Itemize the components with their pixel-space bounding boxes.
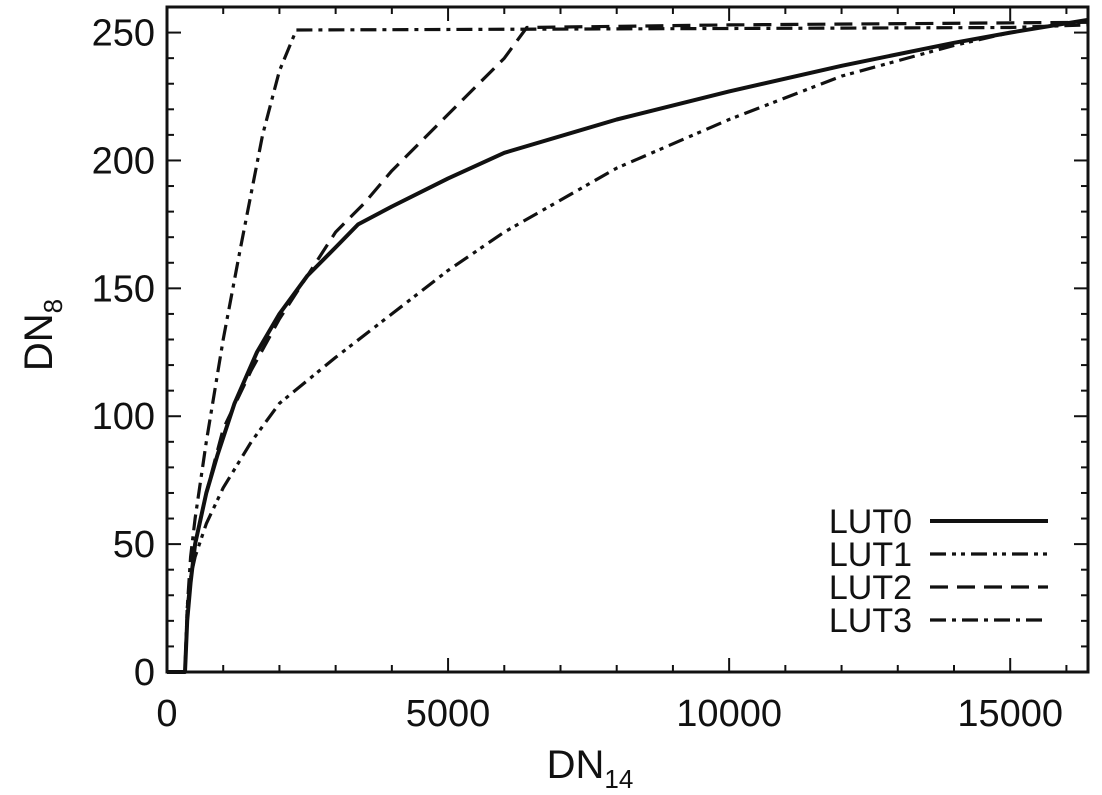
series-line-lut0 [167,17,1089,674]
y-tick-label: 200 [92,140,155,182]
y-axis-label: DN8 [17,299,68,371]
x-tick-label: 0 [156,693,177,735]
svg-text:DN14: DN14 [547,743,634,794]
x-tick-label: 10000 [676,693,782,735]
x-axis-label-main: DN [547,743,605,787]
x-tick-label: 15000 [957,693,1063,735]
y-tick-label: 50 [113,524,155,566]
x-axis-ticks: 0 5000 10000 15000 [156,7,1068,735]
y-axis-label-main: DN [17,313,61,371]
series-line-lut1 [167,18,1089,674]
y-tick-label: 150 [92,268,155,310]
y-axis-label-subscript: 8 [38,299,68,313]
series-lines [167,17,1089,674]
y-tick-label: 100 [92,396,155,438]
legend-label-lut1: LUT1 [829,536,912,574]
series-line-lut2 [167,20,1089,674]
x-axis-label-subscript: 14 [604,764,633,794]
y-tick-label: 250 [92,13,155,55]
legend-label-lut2: LUT2 [829,569,912,607]
y-axis-ticks: 0 50 100 150 200 250 [92,13,1088,694]
plot-area-frame [165,5,1090,674]
x-tick-label: 5000 [406,693,491,735]
svg-text:DN8: DN8 [17,299,68,371]
x-axis-label: DN14 [547,743,634,794]
plot-frame [165,5,1090,674]
series-line-lut3 [167,23,1089,674]
legend-label-lut0: LUT0 [829,503,912,541]
y-tick-label: 0 [134,652,155,694]
legend-label-lut3: LUT3 [829,602,912,640]
